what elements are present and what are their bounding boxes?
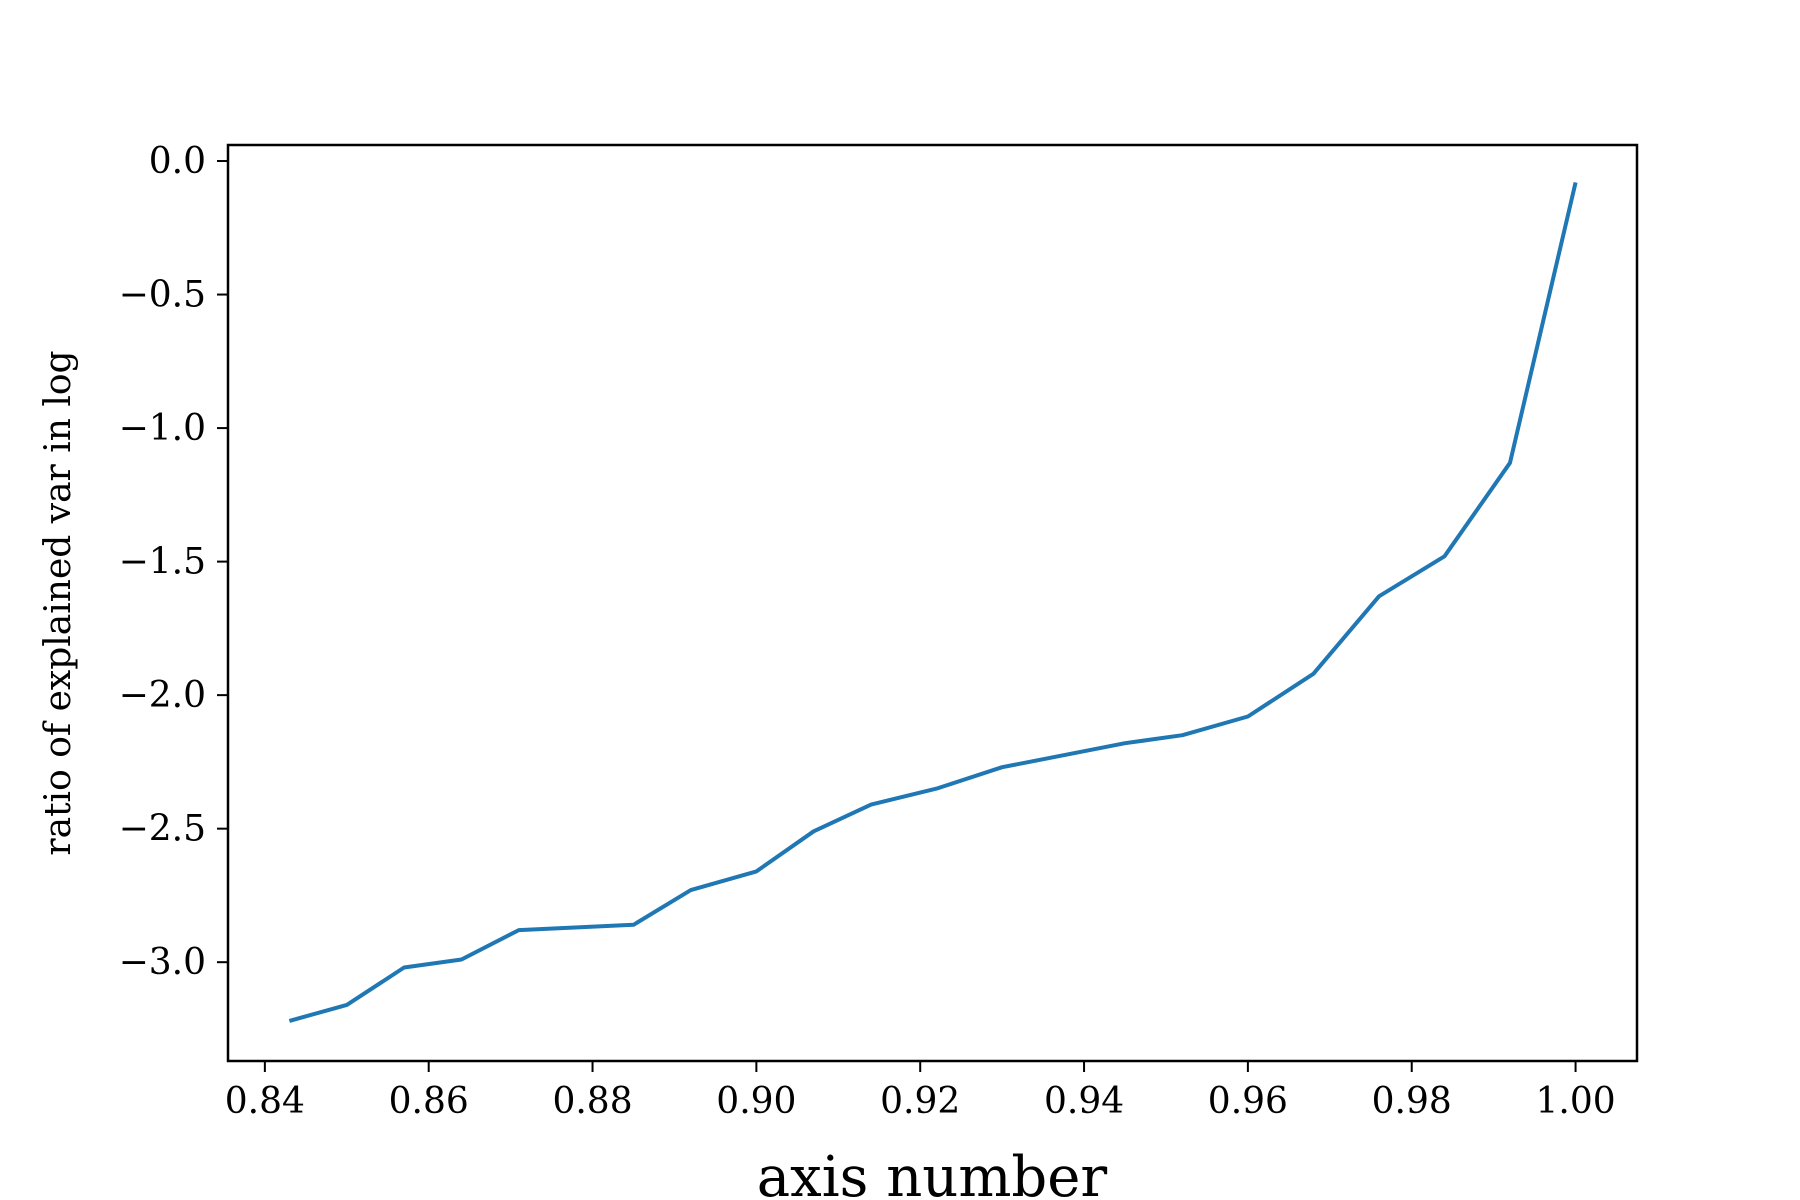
x-tick-label: 0.88 <box>552 1081 632 1122</box>
y-tick-label: −2.0 <box>119 675 206 716</box>
y-tick-label: −0.5 <box>119 275 206 316</box>
y-tick-label: −3.0 <box>119 942 206 983</box>
x-tick-label: 0.92 <box>880 1081 960 1122</box>
x-tick-label: 0.96 <box>1208 1081 1288 1122</box>
y-axis-label: ratio of explained var in log <box>38 350 79 855</box>
x-tick-label: 0.90 <box>716 1081 796 1122</box>
x-tick-label: 0.86 <box>389 1081 469 1122</box>
y-tick-label: −1.5 <box>119 542 206 583</box>
x-tick-label: 0.94 <box>1044 1081 1124 1122</box>
y-tick-label: −2.5 <box>119 809 206 850</box>
x-axis-ticks: 0.84 0.86 0.88 0.90 0.92 0.94 0.96 0.98 1.00 <box>225 1061 1616 1122</box>
series-line <box>288 181 1578 1023</box>
y-tick-label: −1.0 <box>119 408 206 449</box>
x-tick-label: 1.00 <box>1535 1081 1615 1122</box>
x-tick-label: 0.98 <box>1372 1081 1452 1122</box>
plot-frame <box>226 143 1639 1063</box>
plot-area <box>228 145 1637 1061</box>
x-axis-label: axis number <box>757 1145 1108 1200</box>
y-tick-label: 0.0 <box>149 141 206 182</box>
y-axis-ticks: 0.0 −0.5 −1.0 −1.5 −2.0 −2.5 −3.0 <box>119 141 228 983</box>
x-tick-label: 0.84 <box>225 1081 305 1122</box>
